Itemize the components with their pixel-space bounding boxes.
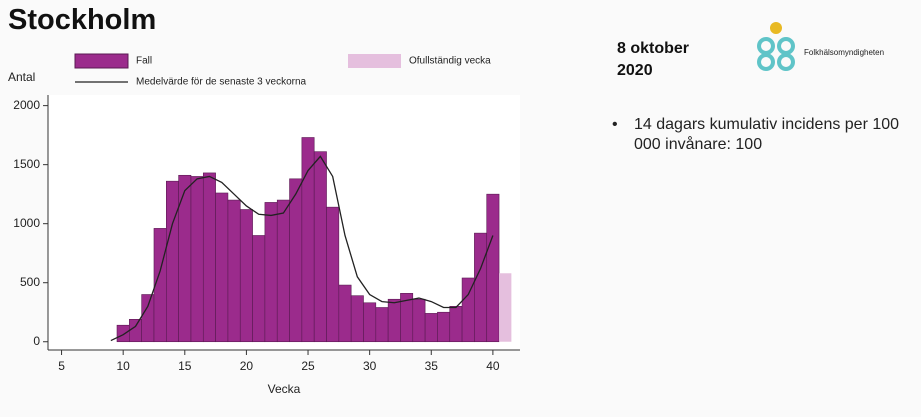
- bar: [227, 199, 241, 343]
- bar: [301, 137, 315, 343]
- legend-label: Fall: [136, 56, 152, 67]
- x-tick-label: 20: [240, 359, 254, 373]
- bar: [486, 193, 500, 343]
- bar: [326, 206, 340, 343]
- x-tick-label: 5: [58, 359, 65, 373]
- bar: [116, 324, 130, 343]
- legend-swatch: [74, 53, 129, 69]
- y-tick-label: 0: [33, 334, 40, 348]
- y-tick-label: 2000: [13, 98, 40, 112]
- bar: [264, 202, 278, 343]
- bar: [141, 294, 155, 343]
- bar: [499, 273, 512, 342]
- legend-swatch: [348, 54, 401, 68]
- average-line: [110, 155, 494, 342]
- date-day: 8 oktober: [617, 40, 690, 57]
- bar: [375, 307, 389, 343]
- logo-text: Folkhälsomyndigheten: [804, 48, 884, 57]
- bar: [437, 311, 451, 343]
- bar: [474, 232, 488, 343]
- bar: [363, 302, 377, 343]
- bar: [424, 313, 438, 343]
- bar: [178, 174, 192, 343]
- bar: [313, 151, 327, 343]
- bullet-text: 14 dagars kumulativ incidens per 100 000…: [634, 116, 900, 153]
- bar: [412, 298, 426, 343]
- x-tick-label: 10: [116, 359, 130, 373]
- bar: [239, 209, 253, 343]
- slide-title: Stockholm: [8, 4, 157, 36]
- bar: [461, 277, 475, 343]
- x-axis-label: Vecka: [268, 382, 301, 396]
- bar: [252, 235, 266, 343]
- date-year: 2020: [617, 62, 653, 79]
- bullet-item: • 14 dagars kumulativ incidens per 100 00…: [612, 115, 902, 155]
- y-tick-label: 500: [20, 275, 40, 289]
- x-tick-label: 30: [363, 359, 377, 373]
- y-tick-label: 1000: [13, 216, 40, 230]
- chart: Antal Vecka 0 500 1000 1500 2000 5 10 15 20 25 30 3…: [8, 53, 520, 396]
- bar: [387, 298, 401, 343]
- bar: [449, 306, 463, 343]
- bar: [350, 295, 364, 343]
- legend-label: Ofullständig vecka: [409, 56, 491, 67]
- bar: [276, 199, 290, 343]
- date: 8 oktober 2020: [617, 38, 689, 82]
- bar: [338, 284, 352, 343]
- logo: Folkhälsomyndigheten: [757, 22, 884, 71]
- bar: [129, 319, 142, 343]
- y-axis-label: Antal: [8, 70, 35, 84]
- bar: [166, 180, 179, 343]
- bar: [215, 192, 229, 343]
- x-tick-label: 35: [425, 359, 439, 373]
- legend-label: Medelvärde för de senaste 3 veckorna: [136, 77, 307, 88]
- y-tick-label: 1500: [13, 157, 40, 171]
- x-tick-label: 15: [178, 359, 192, 373]
- bar: [190, 176, 204, 343]
- x-tick-label: 40: [486, 359, 500, 373]
- bar: [202, 172, 216, 343]
- x-tick-label: 25: [301, 359, 315, 373]
- bar: [289, 178, 303, 343]
